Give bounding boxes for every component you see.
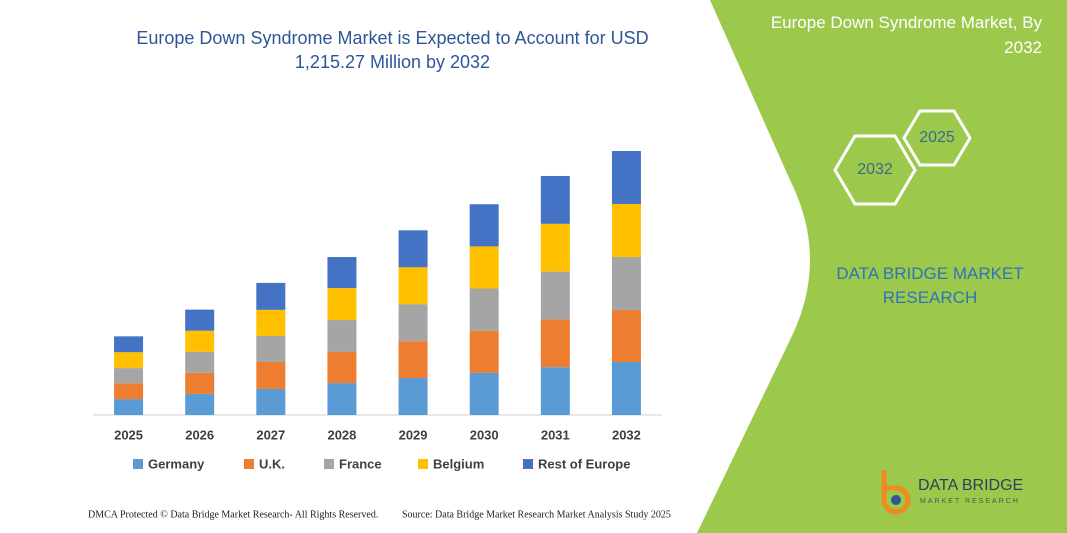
x-tick-label: 2028 (327, 427, 356, 442)
bar-segment (469, 246, 499, 289)
x-tick-label: 2031 (541, 427, 570, 442)
side-panel (697, 0, 1067, 533)
x-tick-label: 2026 (185, 427, 214, 442)
logo-name: DATA BRIDGE (918, 477, 1023, 494)
bar-segment (611, 204, 641, 258)
legend-label: Rest of Europe (538, 456, 630, 471)
bar-segment (398, 304, 428, 342)
legend-swatch (244, 459, 254, 469)
bar-segment (540, 319, 570, 368)
x-tick-label: 2027 (256, 427, 285, 442)
bar-segment (327, 383, 357, 415)
panel-title: Europe Down Syndrome Market, By 2032 (770, 13, 1042, 57)
bar-segment (469, 330, 499, 373)
bar-segment (611, 361, 641, 415)
brand: DATA BRIDGE MARKET RESEARCH (836, 264, 1024, 307)
bar-segment (469, 372, 499, 415)
bar-segment (398, 267, 428, 305)
bar-segment (256, 361, 286, 389)
bar-segment (114, 368, 144, 384)
bar-segment (185, 393, 215, 415)
bar-segment (185, 351, 215, 373)
hexagon (902, 109, 972, 167)
bar-segment (327, 320, 357, 352)
logo-tagline: MARKET RESEARCH (920, 498, 1020, 505)
legend-label: France (339, 456, 382, 471)
source: Source: Data Bridge Market Research Mark… (402, 509, 671, 520)
hexagon (833, 134, 917, 206)
bar-segment (398, 341, 428, 379)
bar-segment (611, 257, 641, 311)
legend-label: U.K. (259, 456, 285, 471)
bar-segment (114, 352, 144, 369)
bar-segment (256, 335, 286, 362)
bar-segment (398, 230, 428, 268)
bar-segment (256, 282, 286, 310)
legend-label: Belgium (433, 456, 484, 471)
legend-swatch (523, 459, 533, 469)
bar-segment (469, 288, 499, 331)
bar-segment (540, 175, 570, 224)
bar-segment (540, 223, 570, 272)
copyright: DMCA Protected © Data Bridge Market Rese… (88, 509, 378, 520)
bar-segment (185, 330, 215, 352)
bar-segment (185, 372, 215, 394)
bar-segment (398, 378, 428, 415)
bar-segment (611, 151, 641, 205)
bar-segment (256, 309, 286, 336)
bar-segment (327, 351, 357, 384)
hexagon-label: 2032 (857, 161, 893, 178)
x-tick-label: 2032 (612, 427, 641, 442)
bar-segment (114, 383, 144, 400)
legend-label: Germany (148, 456, 205, 471)
x-tick-label: 2030 (470, 427, 499, 442)
legend-swatch (133, 459, 143, 469)
legend-swatch (324, 459, 334, 469)
bar-segment (114, 399, 144, 415)
bar-segment (611, 310, 641, 362)
bar-segment (540, 367, 570, 415)
x-tick-label: 2029 (399, 427, 428, 442)
bar-segment (540, 271, 570, 320)
logo-icon (881, 470, 911, 515)
bar-segment (327, 257, 357, 289)
chart-title: Europe Down Syndrome Market is Expected … (136, 28, 649, 72)
bar-segment (469, 204, 499, 247)
bar-segment (327, 288, 357, 321)
bar-segment (185, 309, 215, 331)
x-tick-label: 2025 (114, 427, 143, 442)
legend-swatch (418, 459, 428, 469)
bar-segment (114, 336, 144, 353)
bar-segment (256, 388, 286, 415)
hexagon-label: 2025 (919, 129, 955, 146)
